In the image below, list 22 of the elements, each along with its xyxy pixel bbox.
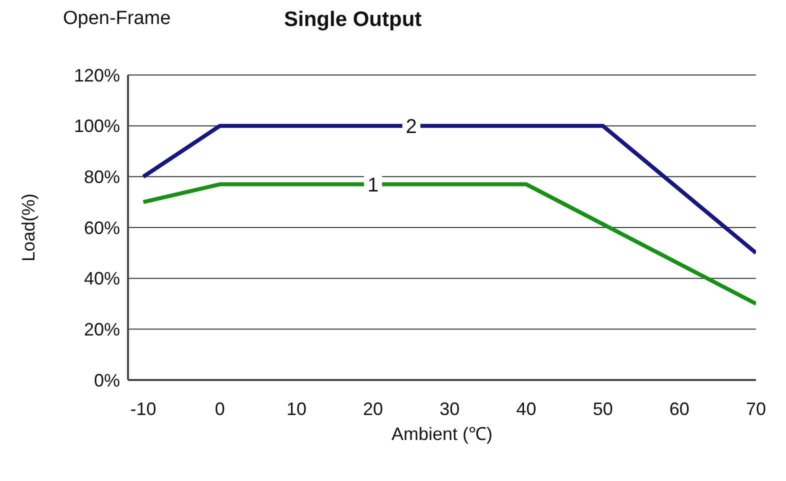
x-axis-title: Ambient (℃)	[391, 424, 493, 444]
y-tick-label: 100%	[74, 116, 120, 136]
y-axis-title: Load(%)	[18, 193, 38, 262]
x-tick-label: -10	[130, 398, 156, 419]
x-tick-label: 30	[440, 398, 460, 419]
x-tick-label: 50	[592, 398, 613, 419]
x-tick-label: 70	[746, 398, 766, 419]
series-label: 2	[406, 116, 417, 138]
x-tick-label: 10	[286, 398, 307, 419]
y-tick-label: 80%	[84, 167, 120, 188]
y-tick-label: 120%	[74, 65, 120, 86]
y-tick-label: 0%	[94, 370, 120, 390]
series-label: 1	[368, 174, 379, 196]
x-tick-label: 40	[516, 398, 536, 419]
y-tick-label: 40%	[84, 268, 120, 289]
y-tick-label: 60%	[84, 218, 120, 238]
chart-subtitle: Open-Frame	[63, 8, 171, 30]
x-tick-label: 20	[363, 398, 384, 419]
chart-title: Single Output	[284, 8, 422, 32]
x-tick-label: 60	[669, 398, 690, 419]
x-tick-label: 0	[214, 398, 225, 419]
y-tick-label: 20%	[84, 320, 120, 340]
